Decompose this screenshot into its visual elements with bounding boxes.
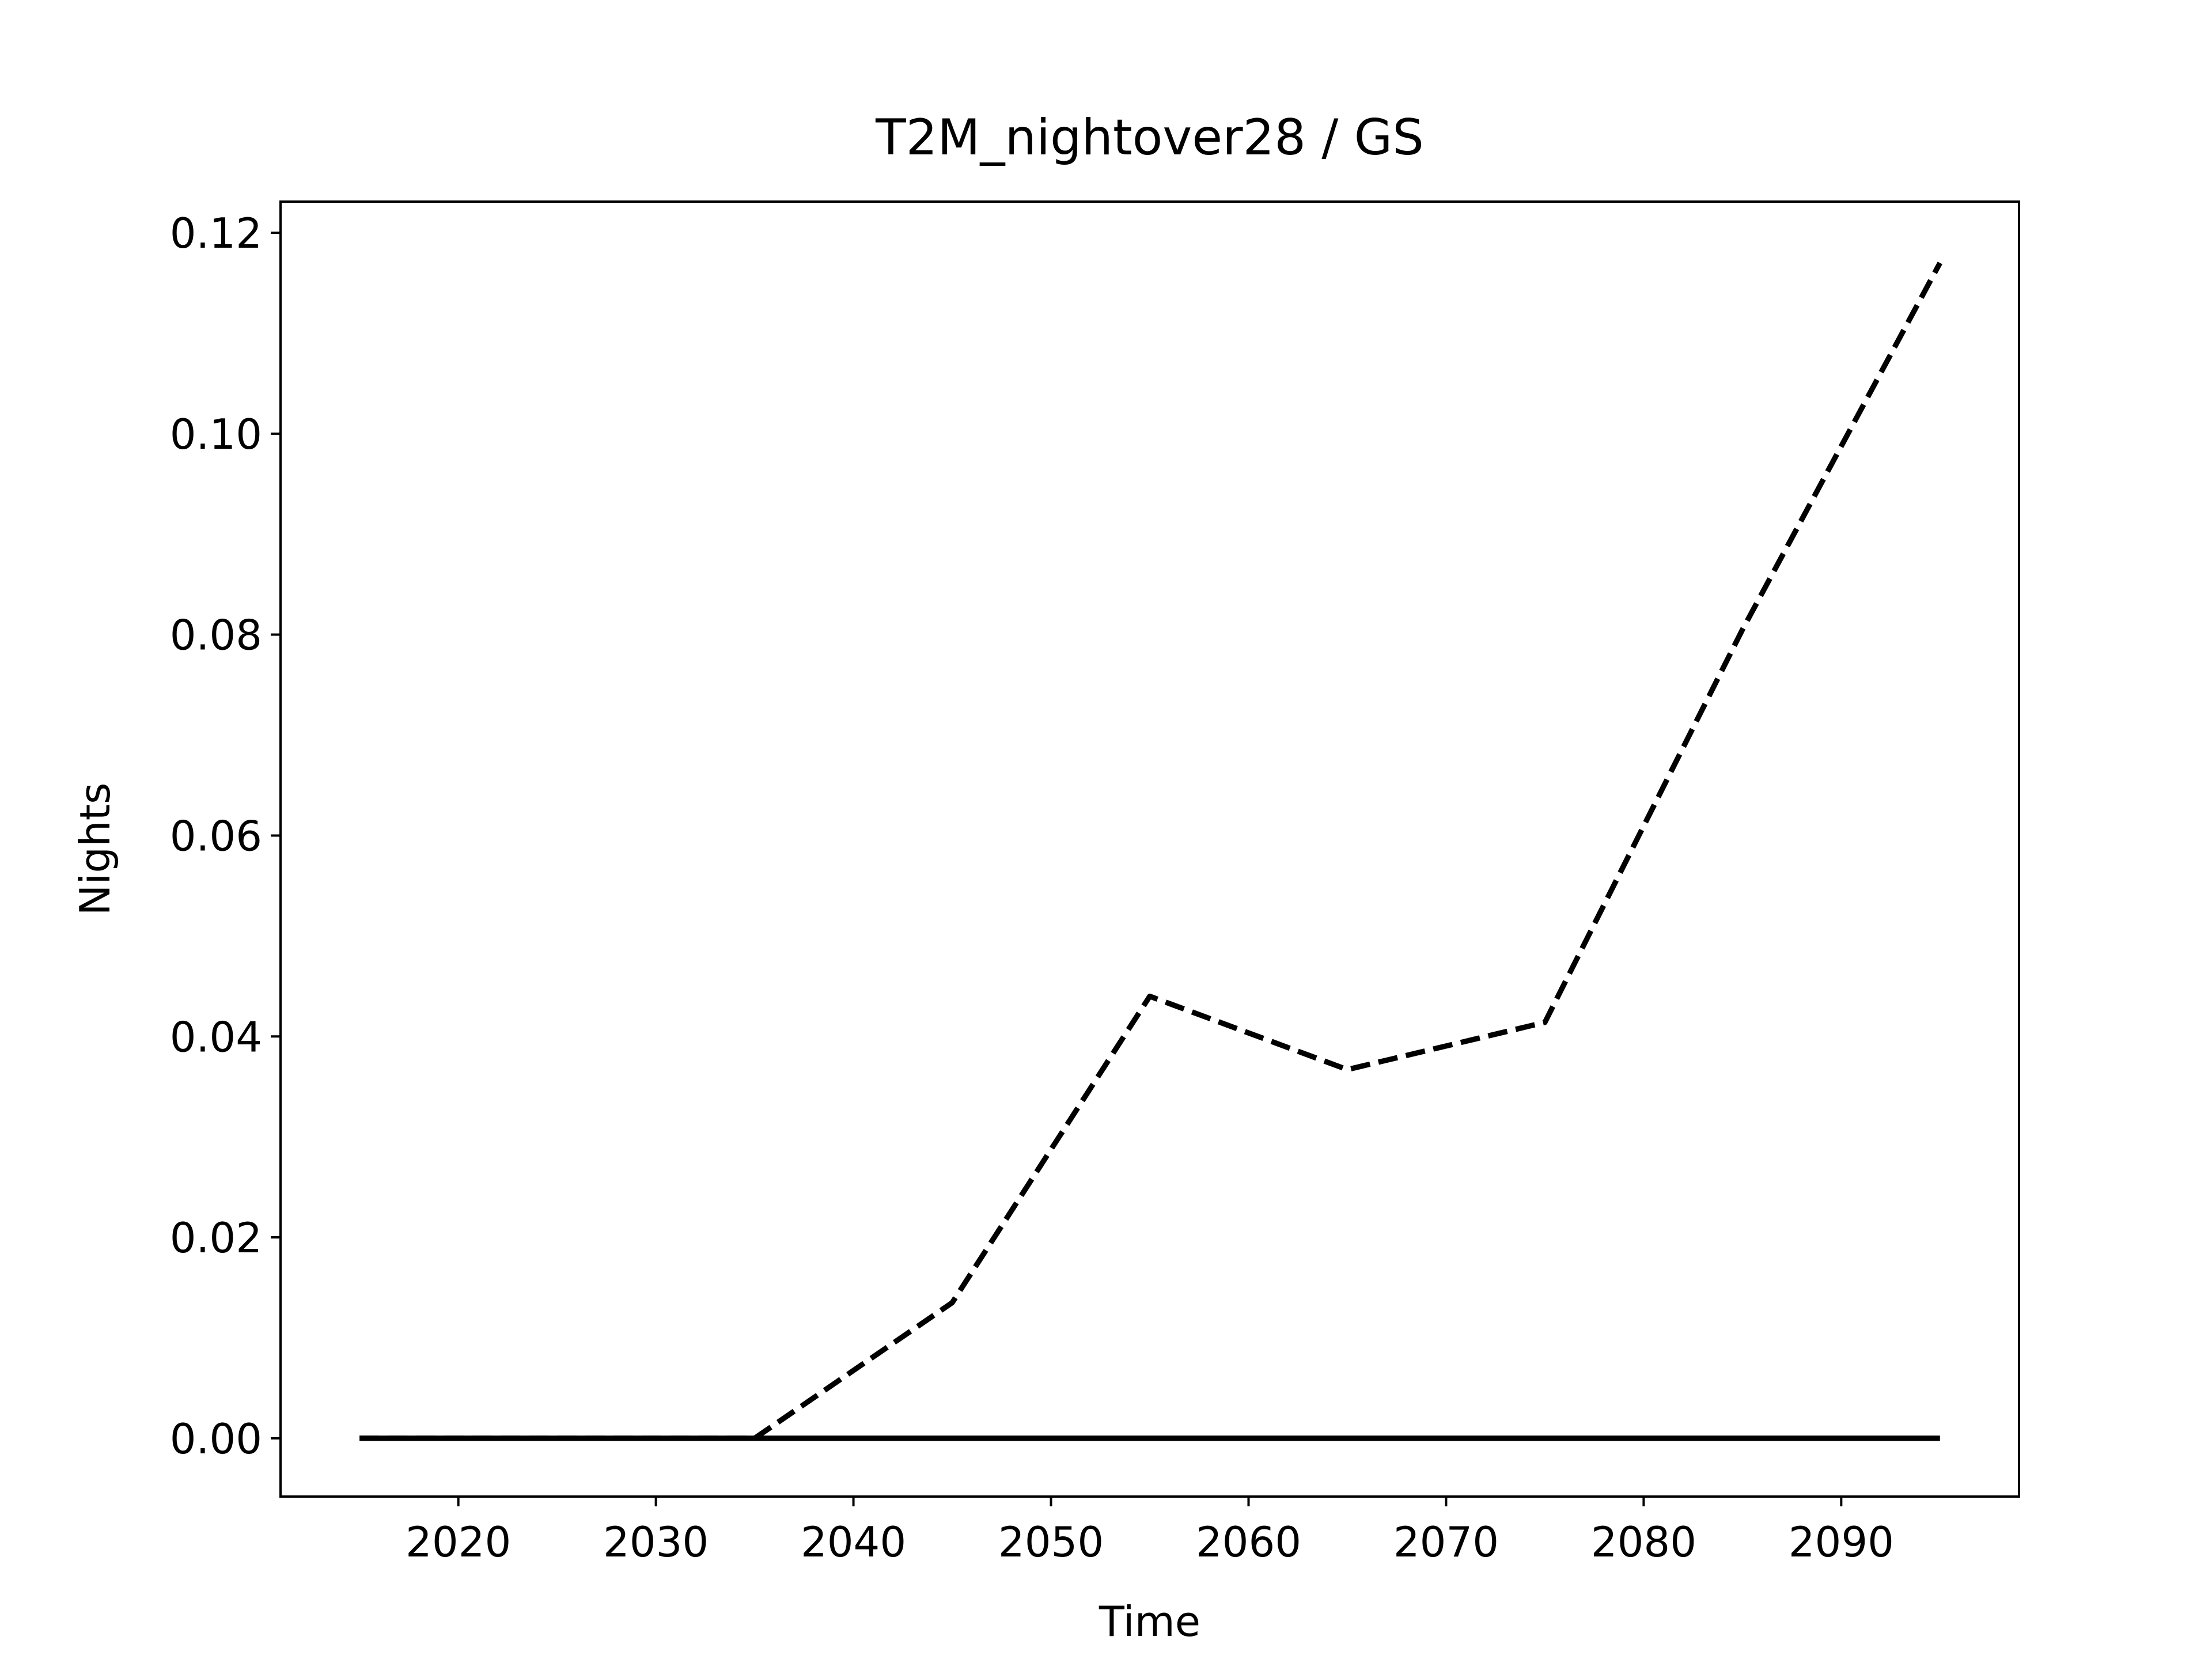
x-tick-label: 2070 [1393, 1518, 1499, 1566]
y-tick-label: 0.00 [170, 1415, 262, 1463]
y-tick-label: 0.08 [170, 611, 262, 660]
y-tick-label: 0.12 [170, 209, 262, 257]
axes-frame [279, 200, 2020, 1498]
x-tick-label: 2090 [1789, 1518, 1894, 1566]
y-tick-label: 0.06 [170, 812, 262, 860]
x-tick-label: 2060 [1196, 1518, 1301, 1566]
y-tick-label: 0.04 [170, 1013, 262, 1061]
x-axis-label: Time [1099, 1597, 1200, 1646]
x-tick-label: 2050 [998, 1518, 1104, 1566]
x-tick-label: 2080 [1591, 1518, 1696, 1566]
y-axis-label: Nights [71, 783, 119, 916]
x-tick-label: 2030 [603, 1518, 709, 1566]
y-tick-label: 0.02 [170, 1214, 262, 1262]
x-tick-label: 2040 [801, 1518, 906, 1566]
chart-title: T2M_nightover28 / GS [875, 109, 1424, 166]
x-tick-label: 2020 [406, 1518, 511, 1566]
y-tick-label: 0.10 [170, 410, 262, 459]
